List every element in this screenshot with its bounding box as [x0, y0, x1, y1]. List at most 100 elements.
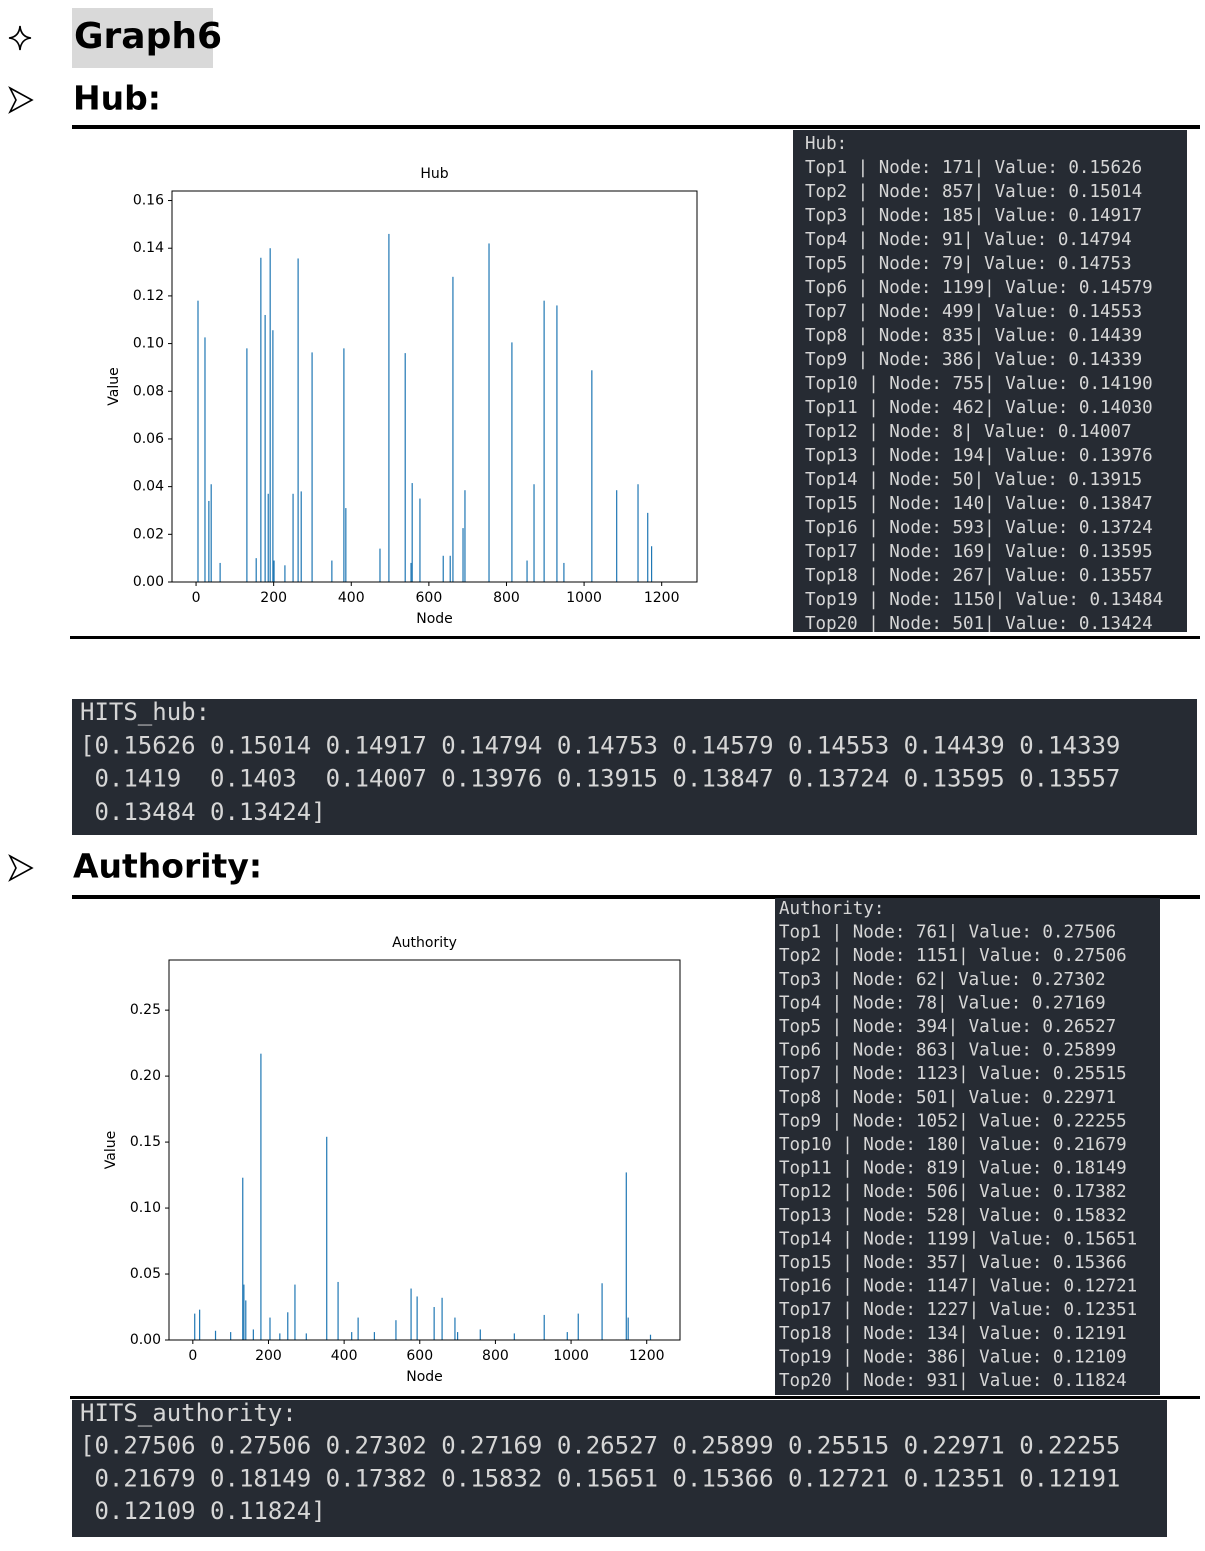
console-line: 0.21679 0.18149 0.17382 0.15832 0.15651 …	[80, 1464, 1120, 1492]
x-axis-label: Node	[416, 611, 453, 627]
bar	[627, 1317, 629, 1340]
bar	[252, 1329, 254, 1340]
bar	[194, 1313, 196, 1340]
bar	[488, 243, 490, 582]
console-line: Top17 | Node: 1227| Value: 0.12351	[779, 1300, 1137, 1320]
bar	[279, 1333, 281, 1340]
console-line: Hub:	[805, 134, 847, 154]
plot-frame	[171, 190, 698, 583]
console-line: Authority:	[779, 899, 884, 919]
console-line: Top8 | Node: 501| Value: 0.22971	[779, 1088, 1116, 1108]
rule	[72, 125, 1200, 129]
console	[793, 130, 1187, 632]
console-line: 0.12109 0.11824]	[80, 1497, 326, 1525]
bar	[230, 1332, 232, 1340]
bar	[442, 555, 444, 582]
x-tick-label: 200	[255, 1348, 282, 1364]
console-line: Top9 | Node: 386| Value: 0.14339	[805, 350, 1142, 370]
bar	[345, 508, 347, 582]
bar	[625, 1172, 627, 1340]
bar	[272, 330, 274, 582]
section-heading: Authority:	[73, 847, 262, 886]
console	[775, 898, 1160, 1395]
bar	[591, 370, 593, 582]
console-line: Top19 | Node: 1150| Value: 0.13484	[805, 590, 1163, 610]
x-tick-label: 800	[493, 590, 520, 606]
console-line: Top6 | Node: 1199| Value: 0.14579	[805, 278, 1153, 298]
console-line: Top12 | Node: 8| Value: 0.14007	[805, 422, 1132, 442]
section-bullet	[8, 854, 34, 882]
console-line: Top3 | Node: 62| Value: 0.27302	[779, 970, 1106, 990]
bar	[269, 1317, 271, 1340]
bar	[245, 1300, 247, 1340]
bar	[255, 558, 257, 582]
bar	[616, 490, 618, 582]
bar	[273, 560, 275, 582]
bar	[556, 305, 558, 582]
bar	[464, 490, 466, 582]
console-line: Top20 | Node: 501| Value: 0.13424	[805, 614, 1153, 634]
bar	[456, 1332, 459, 1340]
x-tick-label: 1000	[566, 590, 602, 606]
title-bullet	[8, 25, 32, 51]
y-tick-label: 0.06	[133, 431, 164, 447]
x-tick-label: 800	[482, 1348, 509, 1364]
bar	[533, 484, 535, 582]
console-line: [0.15626 0.15014 0.14917 0.14794 0.14753…	[80, 731, 1120, 759]
bar	[260, 257, 262, 582]
console-line: Top13 | Node: 528| Value: 0.15832	[779, 1206, 1127, 1226]
console-line: Top1 | Node: 171| Value: 0.15626	[805, 158, 1142, 178]
y-tick-label: 0.14	[133, 240, 164, 256]
rule	[70, 636, 1200, 639]
chart-title: Hub	[420, 166, 448, 182]
bar	[246, 348, 248, 582]
bar	[343, 348, 345, 582]
y-tick-label: 0.25	[130, 1002, 161, 1018]
console-line: Top16 | Node: 1147| Value: 0.12721	[779, 1277, 1137, 1297]
bar	[297, 258, 299, 582]
console-line: Top6 | Node: 863| Value: 0.25899	[779, 1041, 1116, 1061]
bar	[577, 1313, 579, 1340]
console-line: Top18 | Node: 134| Value: 0.12191	[779, 1324, 1127, 1344]
console-line: 0.1419 0.1403 0.14007 0.13976 0.13915 0.…	[80, 765, 1120, 793]
bar	[649, 1334, 652, 1340]
y-axis-label: Value	[106, 367, 122, 405]
console-line: Top5 | Node: 394| Value: 0.26527	[779, 1017, 1116, 1037]
bar	[287, 1312, 289, 1340]
bar	[543, 1314, 545, 1340]
bar	[326, 1136, 328, 1340]
console-line: Top7 | Node: 1123| Value: 0.25515	[779, 1064, 1127, 1084]
console-line: Top5 | Node: 79| Value: 0.14753	[805, 254, 1132, 274]
bar	[449, 555, 451, 582]
bar	[305, 1333, 307, 1340]
bar	[479, 1329, 481, 1340]
bar	[357, 1317, 359, 1340]
console-line: HITS_authority:	[80, 1399, 297, 1427]
y-tick-label: 0.02	[133, 526, 164, 542]
bar	[388, 233, 390, 583]
bar	[433, 1307, 435, 1340]
bar	[267, 493, 269, 582]
console-line: Top9 | Node: 1052| Value: 0.22255	[779, 1111, 1127, 1131]
bar	[300, 491, 302, 582]
console-line: 0.13484 0.13424]	[80, 798, 326, 826]
y-tick-label: 0.05	[130, 1266, 161, 1282]
y-tick-label: 0.00	[130, 1332, 161, 1348]
bar	[410, 562, 412, 582]
console-line: Top15 | Node: 357| Value: 0.15366	[779, 1253, 1127, 1273]
console-line: Top18 | Node: 267| Value: 0.13557	[805, 566, 1153, 586]
console-line: HITS_hub:	[80, 698, 210, 726]
bar	[462, 528, 464, 582]
bar	[452, 276, 454, 582]
section-bullet	[8, 86, 34, 114]
bar	[526, 560, 528, 582]
y-tick-label: 0.04	[133, 479, 164, 495]
bar	[269, 248, 271, 582]
bar	[199, 1309, 201, 1340]
bar	[395, 1320, 397, 1340]
x-tick-label: 400	[331, 1348, 358, 1364]
bar	[208, 500, 210, 582]
bar	[404, 353, 406, 582]
y-tick-label: 0.10	[130, 1200, 161, 1216]
